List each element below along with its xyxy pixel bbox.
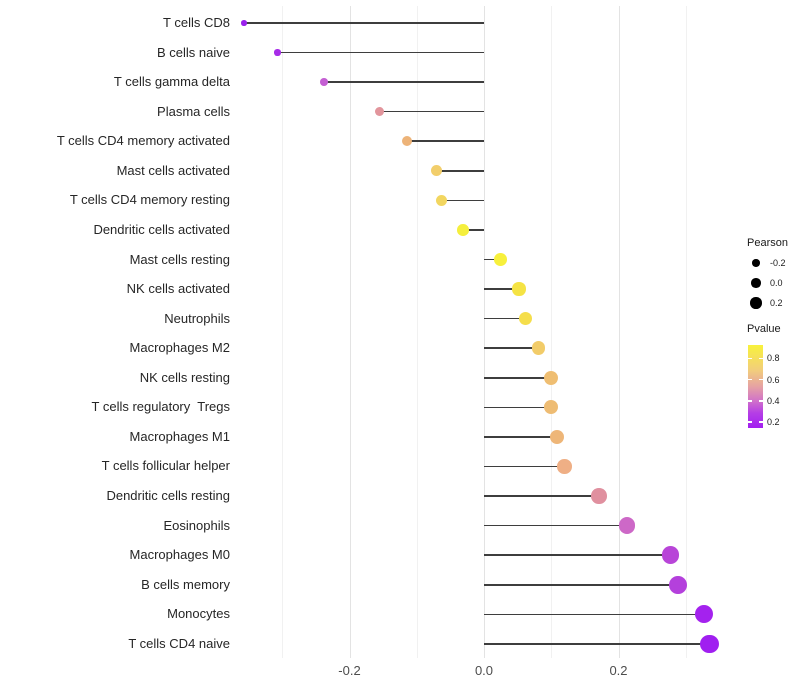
lollipop-stem [484, 465, 565, 468]
lollipop-dot [544, 400, 559, 415]
lollipop-dot [668, 575, 687, 594]
y-axis-label: Neutrophils [164, 310, 230, 326]
y-axis-label: Dendritic cells activated [93, 221, 230, 237]
lollipop-dot [543, 370, 558, 385]
lollipop-dot [431, 165, 443, 177]
y-axis-label: Mast cells activated [116, 162, 230, 178]
colorbar-tick-label: 0.6 [767, 374, 780, 385]
lollipop-dot [274, 49, 281, 56]
major-gridline [618, 6, 620, 658]
lollipop-stem [484, 288, 519, 290]
lollipop-stem [484, 643, 710, 645]
y-axis-label: B cells memory [141, 576, 230, 592]
lollipop-dot [320, 78, 328, 86]
y-axis-label: NK cells activated [126, 281, 230, 297]
lollipop-stem [379, 110, 484, 113]
major-gridline [484, 6, 485, 658]
colorbar-tick-right [759, 357, 763, 360]
y-axis-label: Mast cells resting [129, 251, 230, 267]
colorbar-tick-left [748, 421, 752, 423]
colorbar-tick-right [759, 400, 763, 402]
y-axis-label: Monocytes [167, 606, 230, 622]
lollipop-dot [557, 459, 572, 474]
minor-gridline [282, 6, 284, 658]
size-legend-label: 0.0 [770, 278, 783, 288]
colorbar-tick-right [759, 421, 763, 423]
y-axis-label: Plasma cells [157, 103, 230, 119]
lollipop-dot [694, 605, 714, 624]
colorbar-tick-label: 0.4 [767, 395, 780, 406]
size-legend-title: Pearson [747, 237, 788, 249]
lollipop-dot [700, 634, 719, 654]
lollipop-dot [519, 311, 533, 326]
plot-panel [221, 6, 732, 658]
lollipop-stem [484, 613, 704, 616]
lollipop-stem [484, 317, 526, 320]
y-axis-label: B cells naive [157, 44, 230, 60]
size-legend-dot [751, 278, 761, 288]
lollipop-stem [277, 51, 484, 54]
colorbar-tick-left [748, 378, 752, 381]
y-axis-label: T cells follicular helper [101, 458, 230, 474]
lollipop-dot [512, 282, 526, 296]
lollipop-stem [407, 140, 484, 143]
minor-gridline [416, 6, 418, 658]
lollipop-stem [323, 81, 484, 83]
minor-gridline [685, 6, 687, 658]
size-legend-label: 0.2 [770, 298, 783, 308]
lollipop-stem [441, 199, 484, 202]
lollipop-dot [494, 253, 508, 266]
y-axis-label: Dendritic cells resting [106, 488, 230, 504]
size-legend-dot [750, 297, 762, 309]
minor-gridline [551, 6, 553, 658]
y-axis-label: Macrophages M1 [129, 428, 230, 444]
y-axis-label: Macrophages M0 [129, 547, 230, 563]
lollipop-stem [484, 376, 551, 379]
y-axis-label: T cells CD4 memory resting [69, 192, 230, 208]
lollipop-stem [484, 406, 552, 409]
colorbar-tick-label: 0.2 [767, 417, 780, 428]
size-legend-label: -0.2 [770, 258, 786, 268]
lollipop-dot [591, 488, 607, 504]
x-axis-tick-label: 0.0 [474, 663, 494, 678]
lollipop-dot [436, 194, 448, 206]
y-axis-label: T cells gamma delta [113, 74, 230, 90]
x-axis-tick-label: -0.2 [338, 663, 361, 678]
lollipop-stem [484, 258, 501, 261]
size-legend-dot [752, 259, 760, 267]
major-gridline [349, 6, 351, 658]
y-axis-label: T cells CD8 [163, 15, 230, 30]
lollipop-stem [243, 22, 484, 24]
lollipop-dot [661, 546, 679, 564]
colorbar-tick-left [748, 357, 752, 360]
lollipop-stem [484, 583, 678, 586]
lollipop-dot [549, 429, 564, 445]
pvalue-colorbar [748, 345, 763, 428]
lollipop-stem [436, 170, 484, 172]
lollipop-dot [375, 107, 385, 117]
y-axis-label: Macrophages M2 [129, 340, 230, 356]
colorbar-tick-label: 0.8 [767, 353, 780, 364]
lollipop-stem [484, 554, 671, 556]
colorbar-tick-left [748, 400, 752, 402]
colorbar-tick-right [759, 378, 763, 381]
lollipop-stem [463, 229, 484, 231]
lollipop-stem [484, 524, 628, 527]
lollipop-stem [484, 347, 539, 349]
lollipop-dot [402, 136, 413, 147]
lollipop-stem [484, 495, 599, 497]
y-axis-label: NK cells resting [139, 369, 230, 385]
lollipop-dot [531, 341, 546, 356]
y-axis-label: T cells CD4 memory activated [56, 133, 230, 149]
lollipop-dot [457, 224, 469, 236]
y-axis-label: T cells regulatory Tregs [91, 399, 230, 415]
lollipop-stem [484, 436, 557, 438]
lollipop-dot [619, 517, 636, 534]
y-axis-label: T cells CD4 naive [128, 635, 230, 651]
x-axis-tick-label: 0.2 [609, 663, 628, 678]
y-axis-label: Eosinophils [163, 517, 231, 533]
lollipop-dot [241, 20, 247, 26]
color-legend-title: Pvalue [747, 323, 781, 335]
